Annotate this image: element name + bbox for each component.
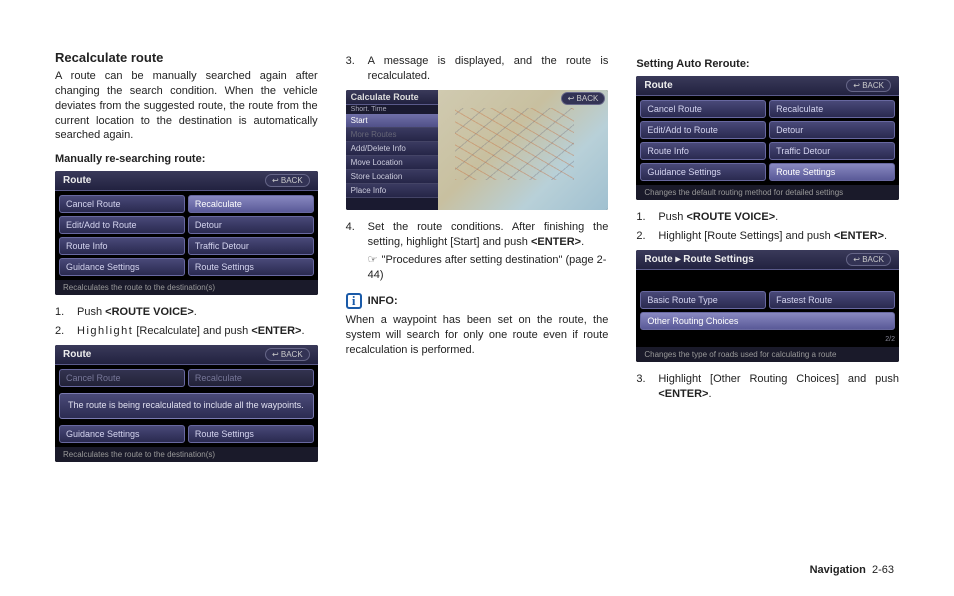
step-number: 2. (55, 324, 77, 339)
step-text: Set the route conditions. After finishin… (368, 220, 609, 250)
shot-list-item: Move Location (346, 156, 438, 170)
step-text: A message is displayed, and the route is… (368, 54, 609, 84)
shot-message: The route is being recalculated to inclu… (59, 393, 314, 419)
shot-btn: Edit/Add to Route (59, 216, 185, 234)
shot-btn: Route Settings (769, 163, 895, 181)
shot-footer: Recalculates the route to the destinatio… (55, 280, 318, 295)
shot-btn: Route Settings (188, 258, 314, 276)
shot-btn: Traffic Detour (188, 237, 314, 255)
shot-btn: Route Info (59, 237, 185, 255)
reference-icon: ☞ (368, 253, 378, 268)
shot-back-button: ↩ BACK (561, 92, 606, 105)
screenshot-route-menu: Route ↩ BACK Cancel Route Recalculate Ed… (55, 171, 318, 295)
step-number: 1. (55, 305, 77, 320)
shot-list-item: Add/Delete Info (346, 142, 438, 156)
shot-btn: Traffic Detour (769, 142, 895, 160)
shot-btn: Basic Route Type (640, 291, 766, 309)
step-text: Push <ROUTE VOICE>. (658, 210, 899, 225)
step-number: 3. (636, 372, 658, 402)
shot-btn: Guidance Settings (640, 163, 766, 181)
step-item: 3. Highlight [Other Routing Choices] and… (636, 372, 899, 402)
screenshot-route-settings-hl: Route ↩ BACK Cancel Route Recalculate Ed… (636, 76, 899, 200)
step-text: Highlight [Other Routing Choices] and pu… (658, 372, 899, 402)
step-number: 1. (636, 210, 658, 225)
cross-reference: ☞"Procedures after setting destination" … (346, 253, 609, 283)
info-label: INFO: (368, 295, 398, 307)
step-item: 3. A message is displayed, and the route… (346, 54, 609, 84)
shot-list-item: Start (346, 114, 438, 128)
step-item: 1. Push <ROUTE VOICE>. (55, 305, 318, 320)
info-icon: i (346, 293, 362, 309)
section-heading: Recalculate route (55, 50, 318, 65)
info-text: When a waypoint has been set on the rout… (346, 313, 609, 358)
shot-btn: Cancel Route (640, 100, 766, 118)
shot-btn: Route Info (640, 142, 766, 160)
screenshot-route-settings-page: Route ▸ Route Settings ↩ BACK Basic Rout… (636, 250, 899, 362)
step-text: Push <ROUTE VOICE>. (77, 305, 318, 320)
step-text: Highlight [Route Settings] and push <ENT… (658, 229, 899, 244)
shot-btn: Recalculate (188, 369, 314, 387)
step-item: 4. Set the route conditions. After finis… (346, 220, 609, 250)
shot-btn: Recalculate (769, 100, 895, 118)
step-text: Highlight [Recalculate] and push <ENTER>… (77, 324, 318, 339)
step-item: 2. Highlight [Route Settings] and push <… (636, 229, 899, 244)
shot-btn: Edit/Add to Route (640, 121, 766, 139)
shot-btn: Guidance Settings (59, 258, 185, 276)
shot-list-item: Place Info (346, 184, 438, 198)
step-item: 2. Highlight [Recalculate] and push <ENT… (55, 324, 318, 339)
shot-pager: 2/2 (640, 336, 895, 343)
subhead-auto-reroute: Setting Auto Reroute: (636, 58, 899, 70)
shot-btn: Recalculate (188, 195, 314, 213)
shot-title: Route (63, 175, 91, 186)
screenshot-recalculating: Route ↩ BACK Cancel Route Recalculate Th… (55, 345, 318, 462)
shot-btn: Route Settings (188, 425, 314, 443)
shot-list-item: Store Location (346, 170, 438, 184)
shot-btn: Cancel Route (59, 369, 185, 387)
shot-list-item: More Routes (346, 128, 438, 142)
shot-back-button: ↩ BACK (846, 253, 891, 266)
shot-btn: Guidance Settings (59, 425, 185, 443)
shot-title: Calculate Route (346, 90, 438, 105)
shot-back-button: ↩ BACK (846, 79, 891, 92)
screenshot-calculate-route: Calculate Route Short. Time Start More R… (346, 90, 609, 210)
shot-title: Route (63, 349, 91, 360)
shot-back-button: ↩ BACK (265, 348, 310, 361)
page-footer: Navigation 2-63 (810, 564, 894, 576)
shot-footer: Changes the type of roads used for calcu… (636, 347, 899, 362)
shot-footer: Recalculates the route to the destinatio… (55, 447, 318, 462)
shot-title: Route ▸ Route Settings (644, 254, 753, 265)
step-number: 4. (346, 220, 368, 250)
shot-title: Route (644, 80, 672, 91)
shot-btn: Cancel Route (59, 195, 185, 213)
shot-btn: Detour (769, 121, 895, 139)
step-item: 1. Push <ROUTE VOICE>. (636, 210, 899, 225)
shot-subtitle: Short. Time (346, 105, 438, 114)
subhead-manual: Manually re-searching route: (55, 153, 318, 165)
shot-btn: Detour (188, 216, 314, 234)
shot-map: ↩ BACK (438, 90, 609, 210)
shot-back-button: ↩ BACK (265, 174, 310, 187)
shot-btn: Other Routing Choices (640, 312, 895, 330)
step-number: 3. (346, 54, 368, 84)
shot-btn: Fastest Route (769, 291, 895, 309)
shot-footer: Changes the default routing method for d… (636, 185, 899, 200)
intro-text: A route can be manually searched again a… (55, 69, 318, 143)
step-number: 2. (636, 229, 658, 244)
